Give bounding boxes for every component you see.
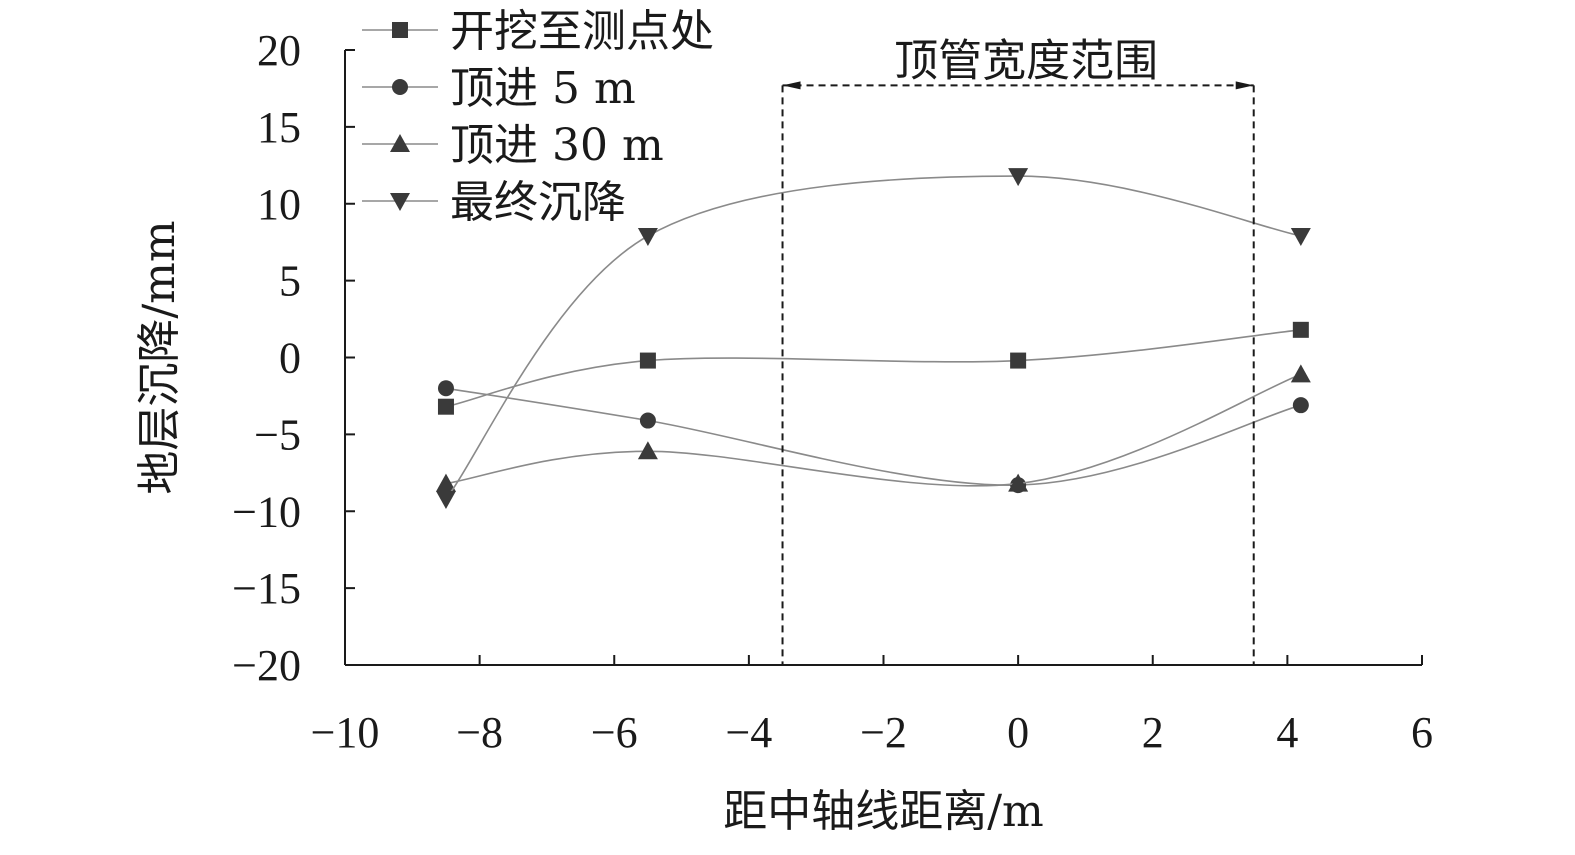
series-line [445,373,1302,487]
x-tick-label: 4 [1276,708,1298,757]
x-tick-label: −10 [311,708,380,757]
legend-marker [392,79,408,95]
x-tick-label: 6 [1411,708,1433,757]
legend-label: 开挖至测点处 [450,6,714,57]
data-point [437,398,454,415]
legend-marker [392,22,408,38]
annotation-layer: 顶管宽度范围 [781,35,1255,665]
data-point [435,490,456,509]
legend-entry: 开挖至测点处 [362,6,714,57]
series-line [445,329,1301,408]
y-tick-label: 0 [279,334,301,383]
range-arrow-left [782,81,801,90]
data-point [639,412,656,429]
data-point [639,352,656,369]
x-tick-label: −4 [725,708,772,757]
legend-entry: 顶进 30 m [362,120,664,171]
y-tick-label: 5 [279,257,301,306]
range-arrow-right [1235,81,1254,90]
data-point [1008,168,1029,187]
data-point [1292,397,1309,414]
annotation-label: 顶管宽度范围 [894,35,1158,86]
series-line [445,175,1301,500]
pipe-width-annotation: 顶管宽度范围 [781,35,1255,665]
y-tick-label: −20 [232,641,301,690]
series-1 [437,321,1309,415]
y-axis-title: 地层沉降/mm [134,220,185,494]
x-tick-label: −8 [456,708,503,757]
data-point [1292,321,1309,338]
legend-entry: 顶进 5 m [362,63,636,114]
x-tick-label: 0 [1007,708,1029,757]
legend-marker [390,193,410,211]
legend-label: 顶进 30 m [450,120,664,171]
y-tick-label: 20 [257,26,301,75]
legend-entry: 最终沉降 [362,177,626,228]
legend-marker [390,134,410,152]
series-4 [435,168,1311,509]
series-layer [435,168,1311,509]
y-tick-label: −10 [232,487,301,536]
x-tick-label: −2 [860,708,907,757]
x-axis-title: 距中轴线距离/m [723,786,1044,837]
y-tick-label: −5 [254,410,301,459]
series-2 [437,380,1309,494]
x-tick-label: 2 [1142,708,1164,757]
data-point [1290,228,1311,247]
data-point [1290,364,1311,383]
data-point [1010,352,1027,369]
data-point [435,473,456,492]
y-tick-label: 10 [257,180,301,229]
x-tick-label: −6 [591,708,638,757]
legend-label: 顶进 5 m [450,63,636,114]
series-line [445,387,1302,486]
data-point [637,441,658,460]
legend-label: 最终沉降 [450,177,626,228]
y-tick-label: −15 [232,564,301,613]
data-point [1008,473,1029,492]
data-point [437,380,454,397]
data-point [637,228,658,247]
series-3 [435,364,1311,492]
y-tick-label: 15 [257,103,301,152]
